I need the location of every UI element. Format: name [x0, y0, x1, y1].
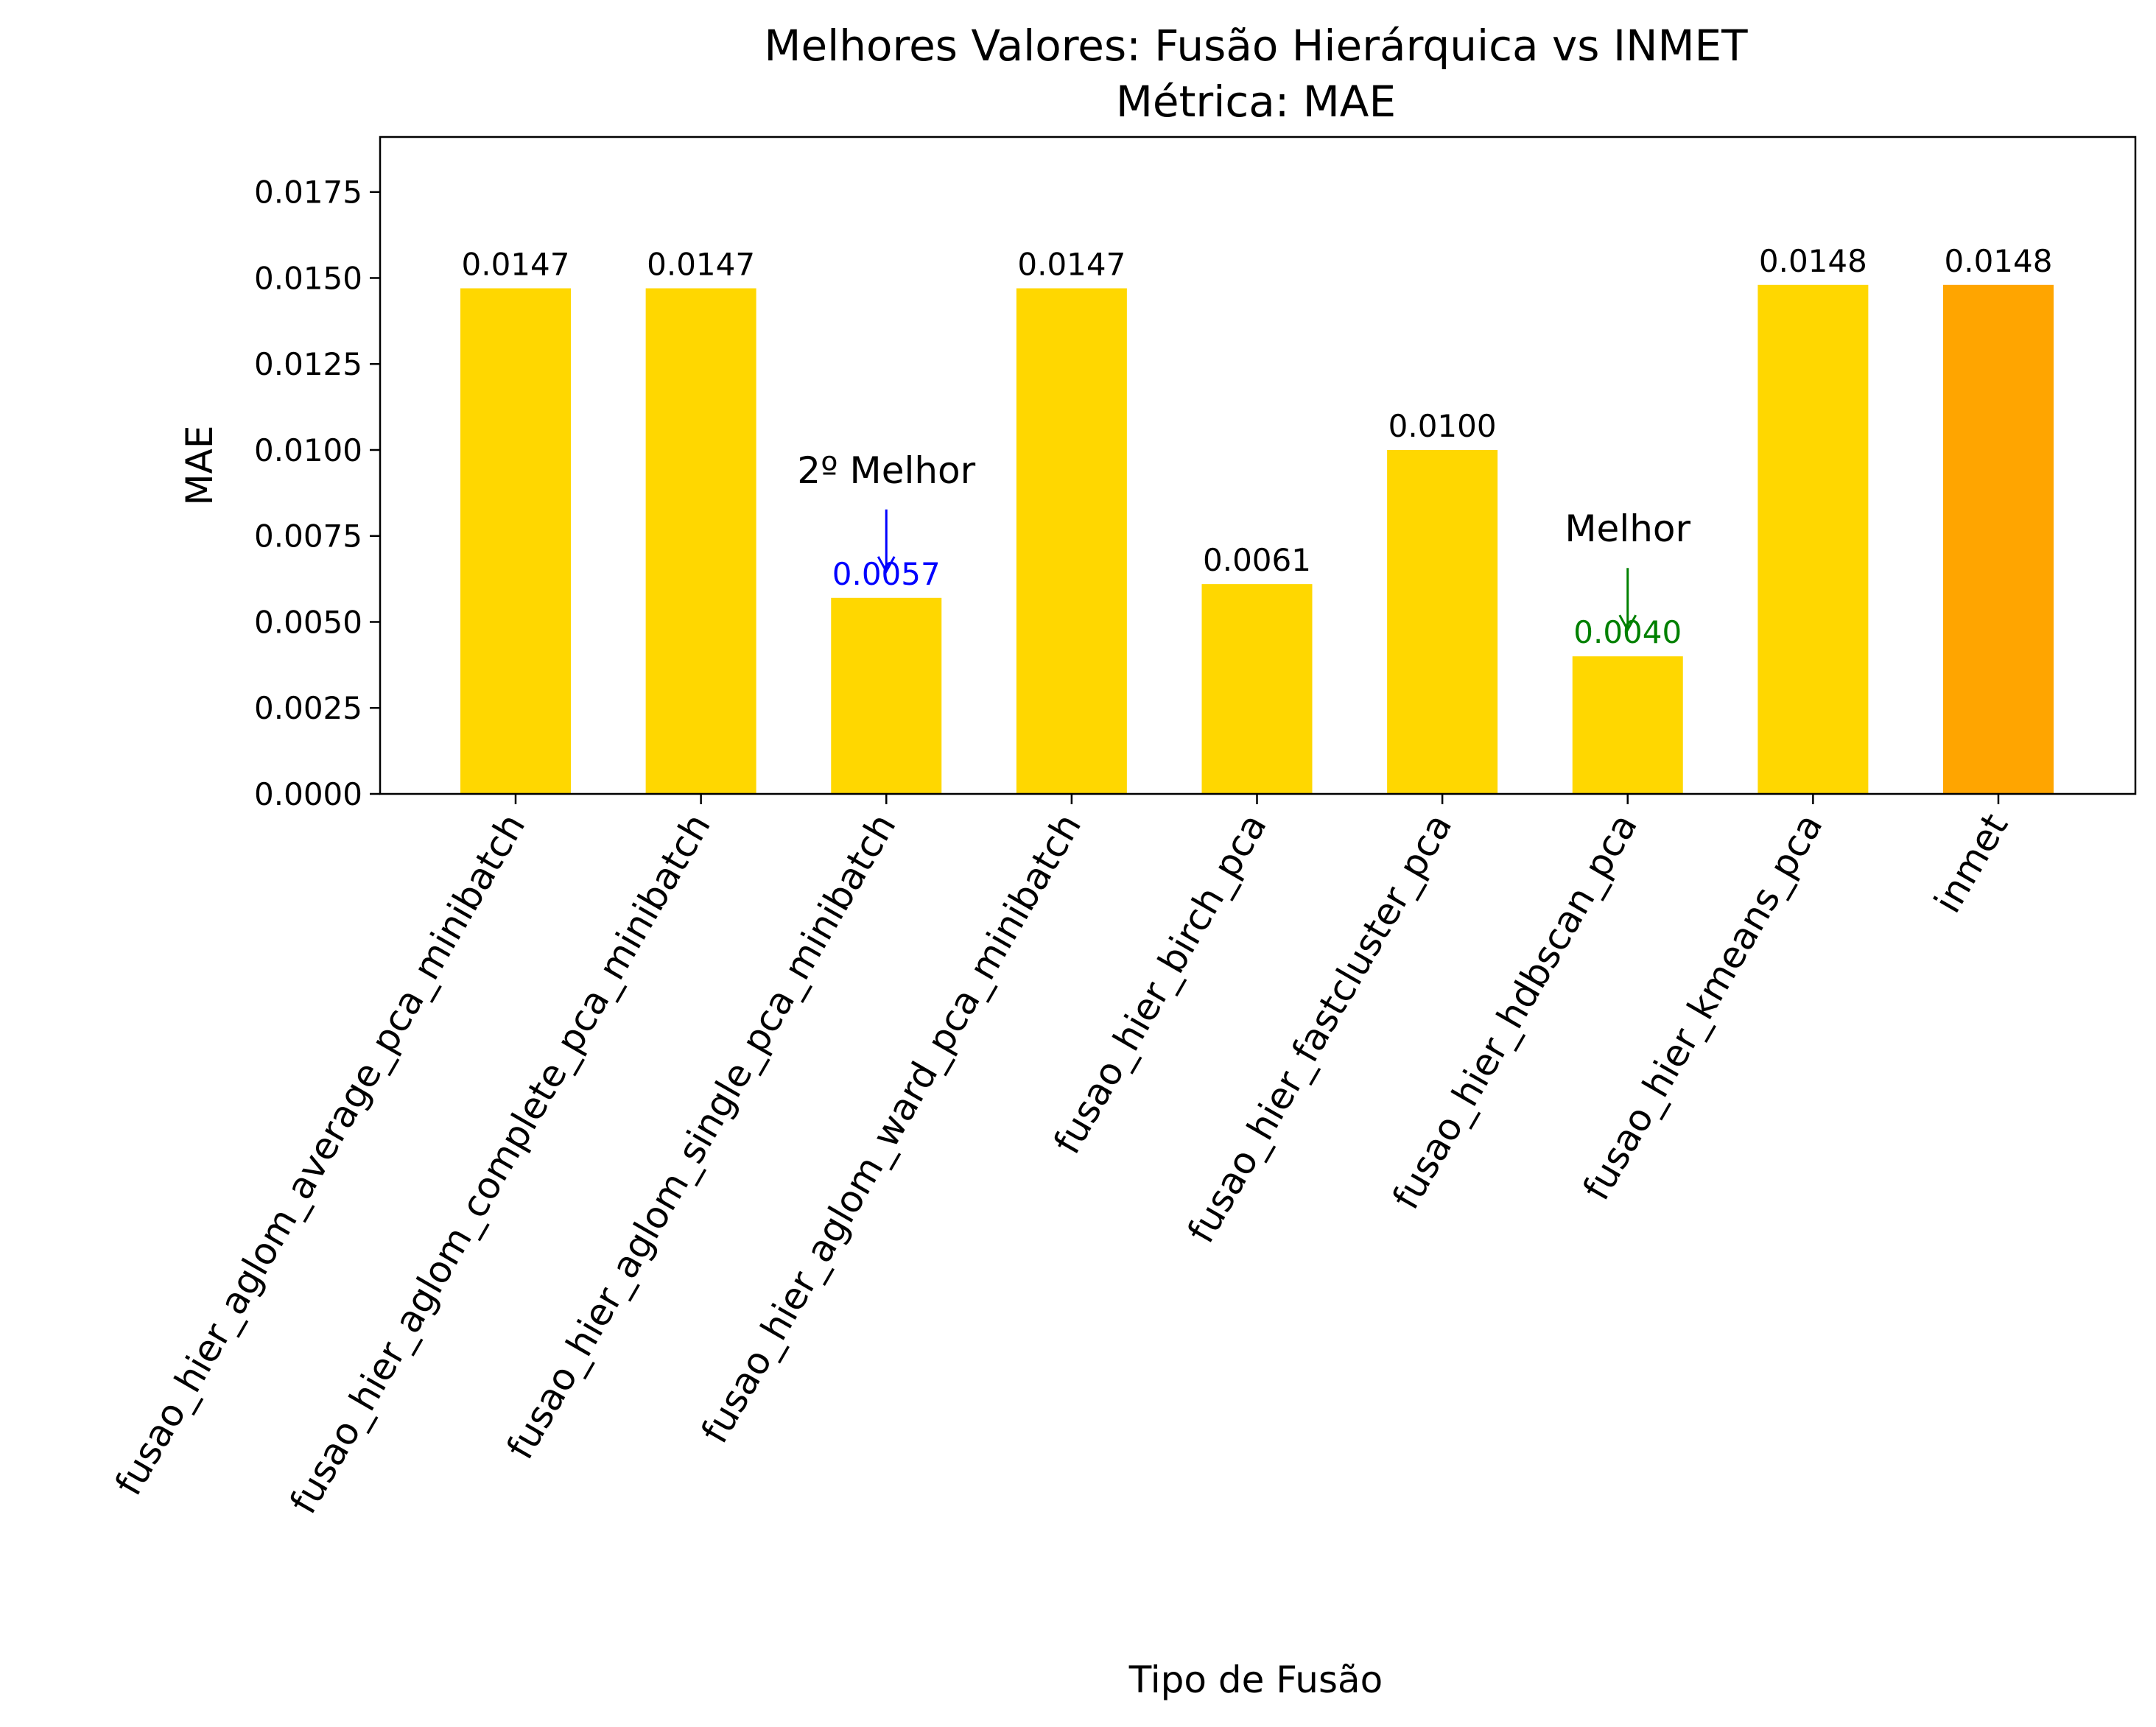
y-tick-label: 0.0125 — [254, 346, 362, 382]
y-tick-label: 0.0150 — [254, 260, 362, 296]
bar-value-label: 0.0100 — [1388, 408, 1497, 444]
bar — [460, 288, 571, 794]
chart-title: Melhores Valores: Fusão Hierárquica vs I… — [764, 21, 1748, 71]
y-tick-label: 0.0100 — [254, 432, 362, 468]
y-axis: 0.0000 0.0025 0.0050 0.0075 0.0100 0.0125 0.01… — [254, 175, 380, 812]
y-tick-label: 0.0050 — [254, 604, 362, 640]
annotation-text: Melhor — [1565, 507, 1690, 550]
bar — [645, 288, 756, 794]
bar-value-label: 0.0061 — [1203, 542, 1311, 578]
y-tick-label: 0.0075 — [254, 518, 362, 555]
bar — [831, 597, 942, 794]
y-tick-label: 0.0025 — [254, 690, 362, 726]
bar-value-label: 0.0147 — [647, 246, 755, 282]
value-labels-layer: 0.0147 0.01470.00570.01470.00610.01000.00… — [462, 243, 2053, 650]
bar-value-label: 0.0147 — [1017, 246, 1126, 282]
y-tick-label: 0.0000 — [254, 776, 362, 812]
y-tick-label: 0.0175 — [254, 175, 362, 211]
bar — [1758, 284, 1869, 794]
chart-subtitle: Métrica: MAE — [1116, 77, 1396, 127]
bar — [1387, 449, 1498, 794]
bar — [1943, 284, 2054, 794]
bar-value-label: 0.0148 — [1945, 243, 2053, 279]
annotations-layer: 2º Melhor Melhor — [797, 449, 1691, 633]
annotation-arrowhead — [1618, 614, 1637, 633]
bar-value-label: 0.0148 — [1759, 243, 1867, 279]
annotation-text: 2º Melhor — [797, 449, 975, 492]
annotation-arrowhead — [877, 556, 896, 574]
x-axis-label: Tipo de Fusão — [1128, 1659, 1383, 1701]
bar — [1201, 584, 1313, 794]
bars-layer — [460, 284, 2054, 794]
y-axis-label: MAE — [178, 426, 221, 506]
bar — [1016, 288, 1127, 794]
bar-value-label: 0.0147 — [462, 246, 570, 282]
plot-frame — [379, 136, 2137, 795]
bar — [1572, 656, 1683, 794]
